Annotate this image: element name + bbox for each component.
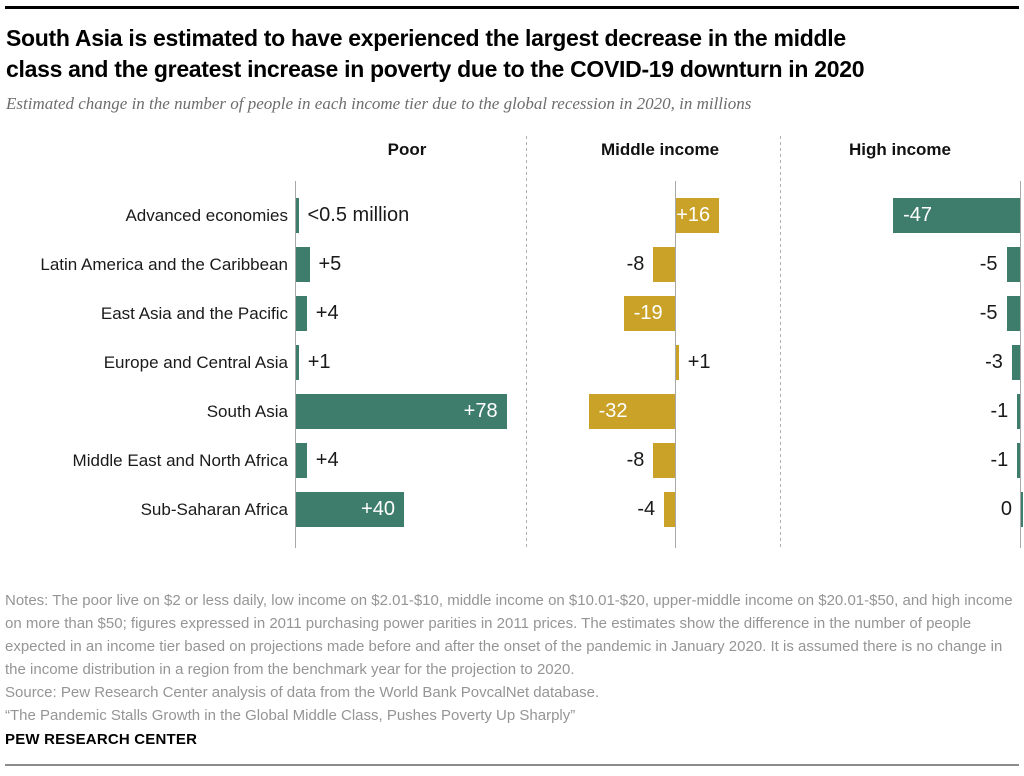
bar-value-label: -3 bbox=[985, 350, 1003, 373]
bar-value-label: -4 bbox=[637, 497, 656, 520]
bar bbox=[664, 491, 675, 527]
title-line-1: South Asia is estimated to have experien… bbox=[6, 25, 846, 51]
bar-value-label: -47 bbox=[903, 203, 932, 226]
column-header: High income bbox=[848, 140, 951, 159]
bar bbox=[623, 295, 675, 331]
column-divider bbox=[526, 136, 527, 548]
bar bbox=[296, 491, 404, 527]
bar-value-label: +1 bbox=[687, 350, 711, 373]
bar-value-label: -1 bbox=[990, 448, 1009, 471]
bar-value-label: +78 bbox=[463, 399, 498, 422]
bar-value-label: +1 bbox=[307, 350, 331, 373]
axis-line bbox=[675, 181, 676, 548]
bar bbox=[1006, 246, 1020, 282]
top-rule bbox=[5, 6, 1019, 9]
bar-value-label: -8 bbox=[626, 448, 645, 471]
bar bbox=[296, 246, 310, 282]
row-label: Advanced economies bbox=[125, 205, 288, 225]
page-title: South Asia is estimated to have experien… bbox=[6, 23, 865, 85]
bar bbox=[1021, 491, 1023, 527]
bar-value-label: +16 bbox=[676, 203, 711, 226]
bar bbox=[296, 393, 507, 429]
chart-source: Source: Pew Research Center analysis of … bbox=[5, 684, 600, 701]
row-label: Middle East and North Africa bbox=[72, 450, 288, 470]
axis-line bbox=[295, 181, 296, 548]
column-header: Poor bbox=[387, 140, 427, 159]
bar-value-label: -32 bbox=[598, 399, 628, 422]
bar-value-label: -19 bbox=[633, 301, 663, 324]
bar bbox=[1006, 295, 1020, 331]
bar bbox=[296, 442, 307, 478]
chart-report-quote: “The Pandemic Stalls Growth in the Globa… bbox=[5, 707, 576, 724]
bar-value-label: +4 bbox=[315, 448, 339, 471]
bar bbox=[893, 197, 1020, 233]
bar bbox=[653, 246, 675, 282]
bar-value-label: +4 bbox=[315, 301, 339, 324]
row-label: Sub-Saharan Africa bbox=[140, 499, 288, 519]
bar bbox=[653, 442, 675, 478]
bar-value-label: -5 bbox=[979, 301, 998, 324]
title-line-2: class and the greatest increase in pover… bbox=[6, 56, 865, 82]
chart-notes: Notes: The poor live on $2 or less daily… bbox=[5, 592, 1013, 678]
bar bbox=[588, 393, 675, 429]
chart-subtitle: Estimated change in the number of people… bbox=[6, 94, 752, 113]
bar-value-label: +5 bbox=[318, 252, 342, 275]
column-divider bbox=[780, 136, 781, 548]
bar-value-label: -1 bbox=[990, 399, 1009, 422]
bar-value-label: +40 bbox=[361, 497, 395, 520]
bar bbox=[296, 197, 299, 233]
row-label: Europe and Central Asia bbox=[103, 352, 288, 372]
bar-value-label: <0.5 million bbox=[307, 203, 410, 226]
bar bbox=[296, 295, 307, 331]
row-label: East Asia and the Pacific bbox=[100, 303, 288, 323]
bar-value-label: -8 bbox=[626, 252, 645, 275]
bar-value-label: -5 bbox=[979, 252, 998, 275]
axis-line bbox=[1020, 181, 1021, 548]
bar bbox=[1011, 344, 1020, 380]
column-header: Middle income bbox=[600, 140, 720, 159]
bar bbox=[296, 344, 299, 380]
brand-pew-research-center: PEW RESEARCH CENTER bbox=[5, 731, 198, 748]
bar bbox=[676, 344, 679, 380]
bar bbox=[1017, 393, 1020, 429]
bottom-rule bbox=[5, 764, 1019, 766]
row-label: Latin America and the Caribbean bbox=[40, 254, 288, 274]
bar-value-label: 0 bbox=[1000, 497, 1012, 520]
bar-chart: Poor Middle income High income Advanced eco… bbox=[0, 133, 1024, 548]
row-label: South Asia bbox=[206, 401, 288, 421]
bar bbox=[1017, 442, 1020, 478]
bar bbox=[676, 197, 720, 233]
